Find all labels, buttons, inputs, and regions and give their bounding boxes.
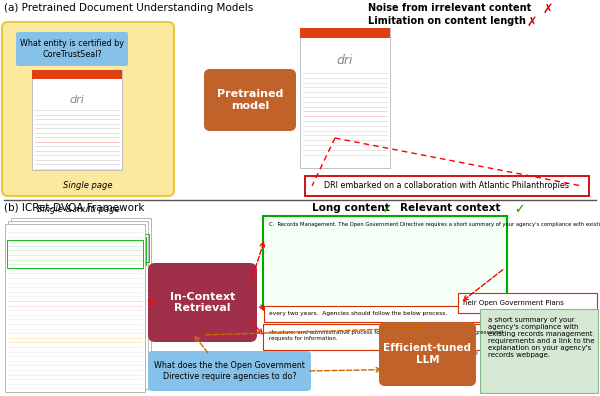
FancyBboxPatch shape (305, 176, 589, 196)
FancyBboxPatch shape (264, 306, 506, 322)
FancyBboxPatch shape (32, 70, 122, 79)
Text: Single & multi page: Single & multi page (37, 205, 119, 214)
Text: structure, and administrative process for analyzing and responding to Congressio: structure, and administrative process fo… (269, 330, 503, 341)
Text: DRI embarked on a collaboration with Atlantic Philanthropies: DRI embarked on a collaboration with Atl… (325, 181, 569, 190)
FancyBboxPatch shape (263, 324, 507, 350)
Text: a short summary of your
agency's compliance with
existing records management
req: a short summary of your agency's complia… (488, 317, 595, 358)
Text: ✗: ✗ (543, 3, 554, 16)
Text: (a) Pretrained Document Understanding Models: (a) Pretrained Document Understanding Mo… (4, 3, 253, 13)
Text: Noise from irrelevant content: Noise from irrelevant content (368, 3, 531, 13)
Text: What does the the Open Government
Directive require agencies to do?: What does the the Open Government Direct… (154, 361, 305, 381)
FancyBboxPatch shape (263, 216, 507, 308)
FancyBboxPatch shape (204, 69, 296, 131)
Text: Long content: Long content (312, 203, 390, 213)
Text: heir Open Government Plans: heir Open Government Plans (463, 300, 564, 306)
FancyBboxPatch shape (379, 322, 476, 386)
Text: ✓: ✓ (514, 203, 524, 216)
Text: Relevant context: Relevant context (400, 203, 500, 213)
FancyBboxPatch shape (5, 224, 145, 392)
Text: dri: dri (70, 95, 85, 105)
Text: ✓: ✓ (381, 203, 392, 216)
FancyBboxPatch shape (2, 22, 174, 196)
Text: Efficient-tuned
LLM: Efficient-tuned LLM (383, 343, 472, 365)
FancyBboxPatch shape (300, 28, 390, 168)
FancyBboxPatch shape (8, 221, 148, 389)
Text: every two years.  Agencies should follow the below process.: every two years. Agencies should follow … (269, 312, 447, 316)
FancyBboxPatch shape (148, 263, 257, 342)
Text: dri: dri (337, 53, 353, 67)
FancyBboxPatch shape (148, 351, 311, 391)
Text: Limitation on content length: Limitation on content length (368, 16, 526, 26)
FancyBboxPatch shape (32, 70, 122, 170)
Text: What entity is certified by
CoreTrustSeal?: What entity is certified by CoreTrustSea… (20, 39, 124, 59)
Text: Single page: Single page (63, 181, 113, 190)
FancyBboxPatch shape (480, 309, 598, 393)
Text: (b) ICRet-DVQA Framework: (b) ICRet-DVQA Framework (4, 203, 145, 213)
Text: C.  Records Management. The Open Government Directive requires a short summary o: C. Records Management. The Open Governme… (269, 222, 600, 227)
Text: ✗: ✗ (527, 16, 538, 29)
Text: Pretrained
model: Pretrained model (217, 89, 283, 111)
FancyBboxPatch shape (300, 28, 390, 38)
FancyBboxPatch shape (458, 293, 597, 313)
FancyBboxPatch shape (16, 32, 128, 66)
FancyBboxPatch shape (11, 218, 151, 386)
Text: In-Context
Retrieval: In-Context Retrieval (170, 292, 235, 313)
